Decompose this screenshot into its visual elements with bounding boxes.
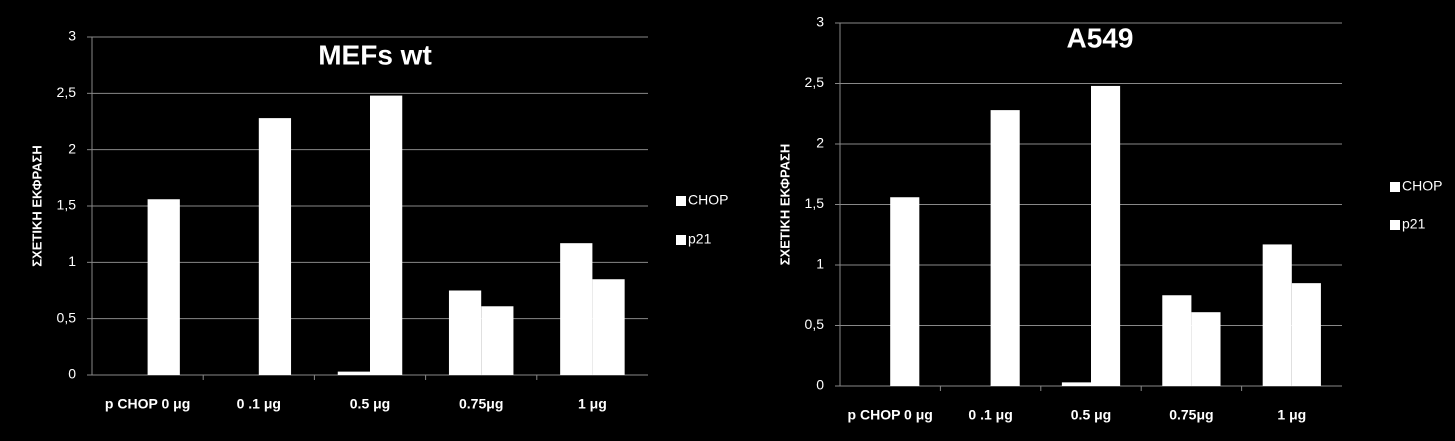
chart-title: A549 xyxy=(1067,22,1134,53)
y-tick-label: 2 xyxy=(68,140,76,156)
legend-swatch xyxy=(676,196,686,206)
bar xyxy=(448,290,482,375)
y-tick-label: 1 xyxy=(816,256,824,272)
x-tick-label: 0 .1 μg xyxy=(237,396,281,412)
y-tick-label: 2,5 xyxy=(805,74,825,90)
bar xyxy=(1162,295,1192,386)
bar xyxy=(890,197,920,386)
legend-label: p21 xyxy=(1402,216,1426,232)
x-tick-label: p CHOP 0 μg xyxy=(105,396,190,412)
x-tick-label: 1 μg xyxy=(578,396,607,412)
legend-label: CHOP xyxy=(1402,178,1442,194)
bar xyxy=(1191,312,1221,386)
bar xyxy=(481,306,514,375)
legend-swatch xyxy=(1390,220,1400,230)
bar xyxy=(337,371,370,375)
y-tick-label: 2,5 xyxy=(57,84,77,100)
bar xyxy=(1262,244,1292,386)
x-tick-label: 1 μg xyxy=(1277,407,1306,423)
y-axis-label: ΣΧΕΤΙΚΗ ΕΚΦΡΑΣΗ xyxy=(777,144,792,266)
bar xyxy=(1091,85,1121,387)
bar xyxy=(147,199,180,375)
bar xyxy=(592,279,625,375)
y-tick-label: 0 xyxy=(816,377,824,393)
y-tick-label: 0,5 xyxy=(805,316,825,332)
y-tick-label: 0,5 xyxy=(57,309,77,325)
bar xyxy=(370,95,403,375)
bar xyxy=(258,118,292,376)
legend-swatch xyxy=(1390,182,1400,192)
y-axis-label: ΣΧΕΤΙΚΗ ΕΚΦΡΑΣΗ xyxy=(29,145,44,267)
bar xyxy=(1061,382,1091,386)
bar xyxy=(1291,283,1321,386)
legend-label: p21 xyxy=(688,231,712,247)
x-tick-label: 0.75μg xyxy=(1169,407,1213,423)
y-tick-label: 1,5 xyxy=(57,197,77,213)
bar xyxy=(990,110,1020,387)
y-tick-label: 1,5 xyxy=(805,195,825,211)
x-tick-label: 0.5 μg xyxy=(1071,407,1111,423)
x-tick-label: 0 .1 μg xyxy=(968,407,1012,423)
y-tick-label: 2 xyxy=(816,135,824,151)
legend-label: CHOP xyxy=(688,192,728,208)
x-tick-label: p CHOP 0 μg xyxy=(848,407,933,423)
y-tick-label: 0 xyxy=(68,366,76,382)
x-tick-label: 0.75μg xyxy=(459,396,503,412)
y-tick-label: 1 xyxy=(68,253,76,269)
bar xyxy=(560,243,593,375)
y-tick-label: 3 xyxy=(68,28,76,44)
y-tick-label: 3 xyxy=(816,14,824,30)
legend-swatch xyxy=(676,235,686,245)
chart-title: MEFs wt xyxy=(318,39,432,70)
x-tick-label: 0.5 μg xyxy=(350,396,390,412)
